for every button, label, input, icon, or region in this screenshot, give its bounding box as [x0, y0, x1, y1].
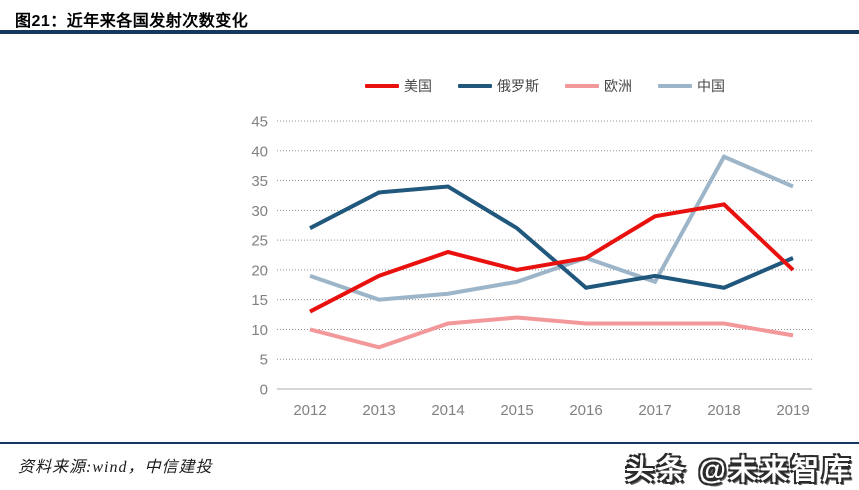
legend-swatch-russia — [458, 84, 492, 88]
chart-legend: 美国 俄罗斯 欧洲 中国 — [277, 76, 813, 96]
y-tick-label: 25 — [251, 233, 268, 250]
series-line-russia — [309, 184, 794, 290]
x-tick-label: 2016 — [569, 402, 602, 419]
y-tick-label: 45 — [251, 113, 268, 130]
legend-swatch-china — [658, 84, 692, 88]
series-line-china — [309, 154, 794, 302]
legend-item-europe: 欧洲 — [565, 76, 632, 96]
x-tick-label: 2018 — [707, 402, 740, 419]
x-tick-label: 2015 — [500, 402, 533, 419]
y-tick-label: 40 — [251, 143, 268, 160]
y-tick-label: 20 — [251, 262, 268, 279]
footer-divider — [0, 442, 859, 444]
source-note: 资料来源:wind，中信建投 — [18, 459, 213, 476]
y-tick-label: 30 — [251, 203, 268, 220]
legend-swatch-europe — [565, 84, 599, 88]
x-tick-label: 2012 — [293, 402, 326, 419]
legend-label-usa: 美国 — [404, 78, 432, 94]
x-tick-label: 2014 — [431, 402, 464, 419]
x-tick-label: 2013 — [362, 402, 395, 419]
y-tick-label: 35 — [251, 173, 268, 190]
legend-swatch-usa — [365, 84, 399, 88]
x-tick-label: 2019 — [776, 402, 809, 419]
legend-item-russia: 俄罗斯 — [458, 76, 539, 96]
watermark-text: 头条 @未来智库 — [625, 454, 853, 485]
series-line-usa — [309, 202, 795, 314]
y-tick-label: 10 — [251, 322, 268, 339]
legend-label-europe: 欧洲 — [604, 78, 632, 94]
legend-item-china: 中国 — [658, 76, 725, 96]
y-tick-label: 0 — [260, 382, 268, 399]
series-line-europe — [309, 315, 794, 350]
y-tick-label: 5 — [260, 352, 268, 369]
figure-title: 图21：近年来各国发射次数变化 — [15, 13, 249, 30]
y-tick-label: 15 — [251, 292, 268, 309]
x-tick-label: 2017 — [638, 402, 671, 419]
title-divider — [0, 30, 859, 34]
legend-item-usa: 美国 — [365, 76, 432, 96]
legend-label-russia: 俄罗斯 — [497, 78, 539, 94]
legend-label-china: 中国 — [697, 78, 725, 94]
